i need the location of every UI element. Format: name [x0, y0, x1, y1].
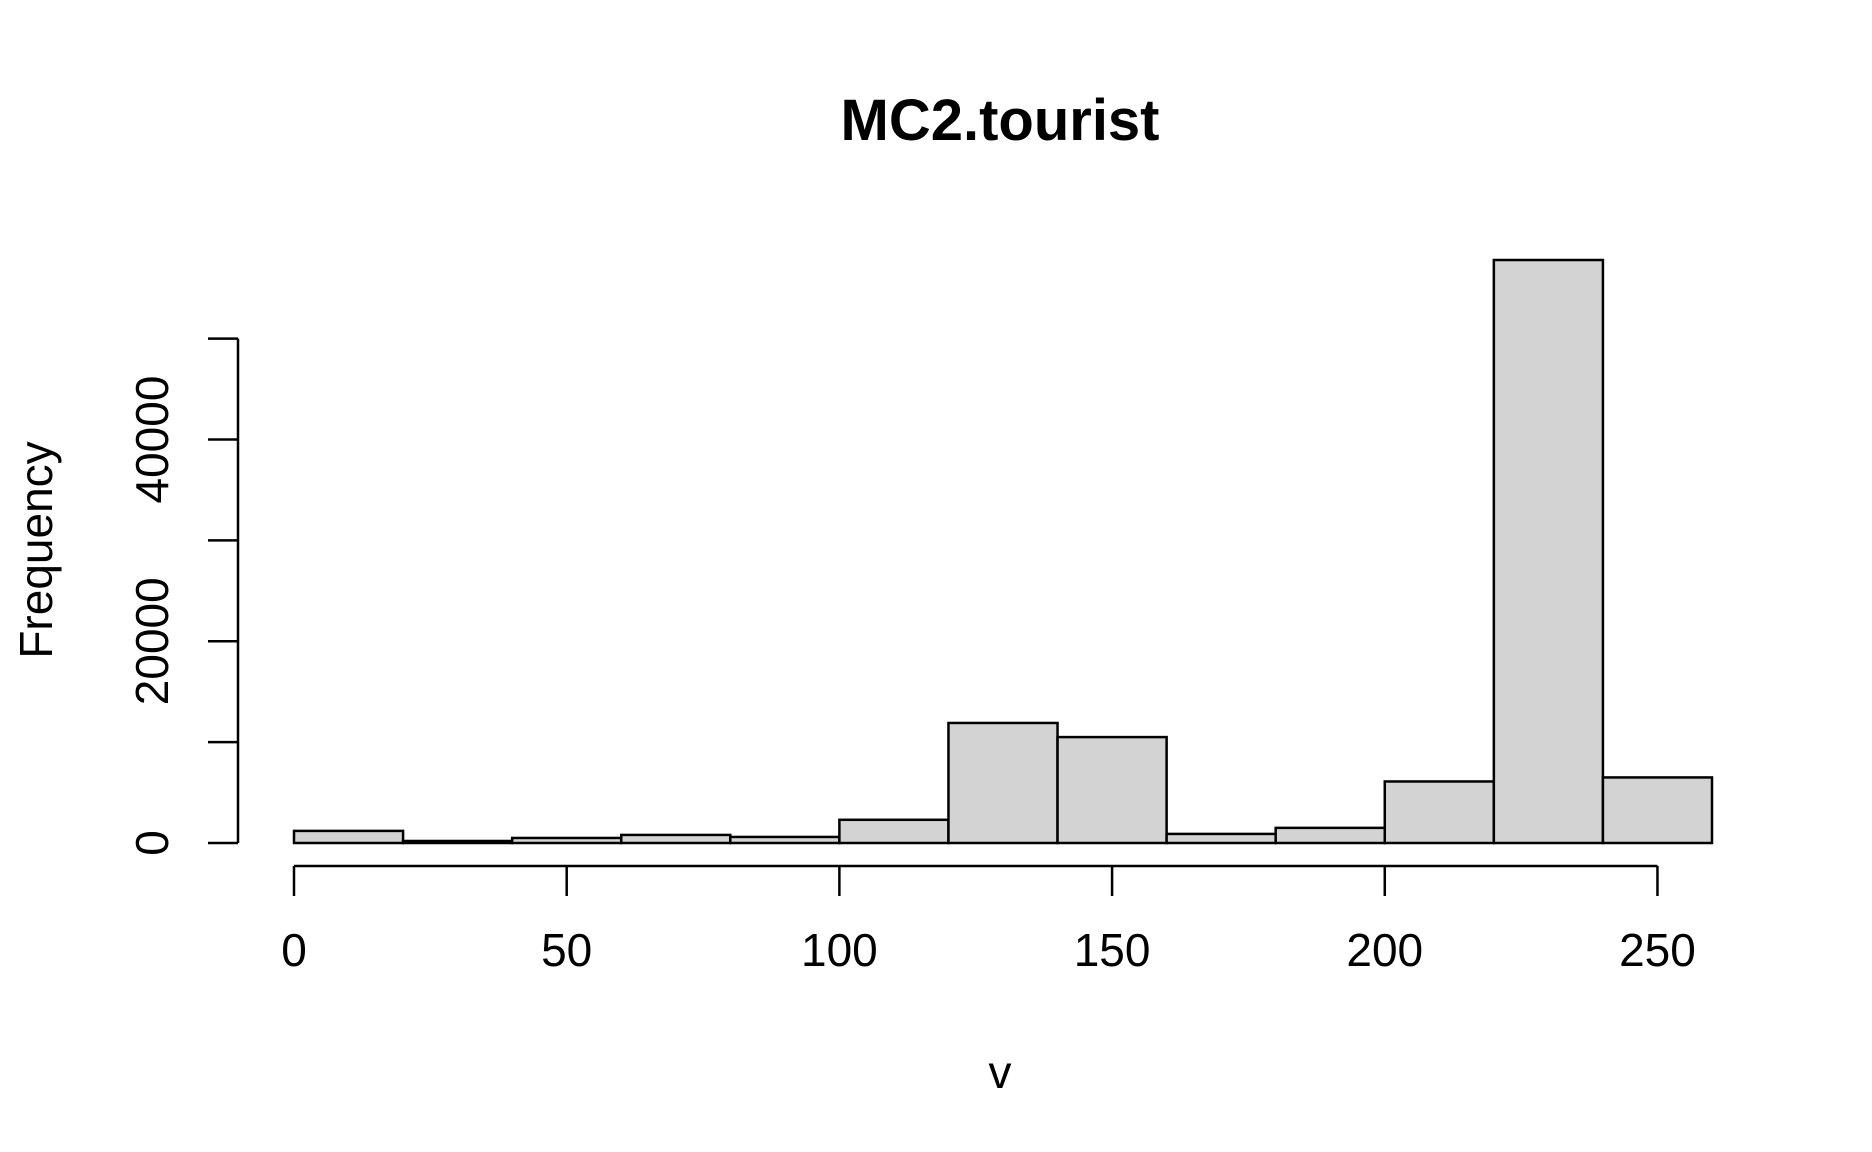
histogram-bar: [292, 829, 405, 845]
x-tick-label: 100: [801, 924, 878, 976]
histogram-bar: [619, 833, 732, 845]
x-axis: 0 50 100 150 200 250: [281, 864, 1696, 976]
histogram-bar: [510, 836, 623, 845]
histogram-bar: [401, 839, 514, 845]
x-tick-label: 0: [281, 924, 307, 976]
histogram-bar: [1383, 780, 1496, 845]
x-axis-label: v: [989, 1046, 1012, 1098]
histogram-bar: [1056, 735, 1168, 845]
y-tick-label: 40000: [126, 376, 178, 504]
x-tick-label: 150: [1074, 924, 1151, 976]
histogram-bar: [1601, 776, 1714, 845]
histogram-bar: [947, 721, 1059, 845]
chart-title: MC2.tourist: [841, 88, 1160, 153]
y-tick-label: 0: [126, 830, 178, 856]
bars-group: [292, 258, 1714, 845]
histogram-bar: [729, 835, 841, 845]
y-axis-label: Frequency: [10, 441, 62, 658]
histogram-bar: [1274, 826, 1387, 845]
y-tick-label: 20000: [126, 577, 178, 705]
histogram-bar: [838, 818, 950, 845]
x-tick-label: 50: [541, 924, 592, 976]
histogram-bar: [1165, 832, 1277, 845]
histogram-bar: [1492, 258, 1605, 845]
x-tick-label: 200: [1346, 924, 1423, 976]
x-tick-label: 250: [1619, 924, 1696, 976]
y-axis: 0 20000 40000: [126, 337, 240, 856]
